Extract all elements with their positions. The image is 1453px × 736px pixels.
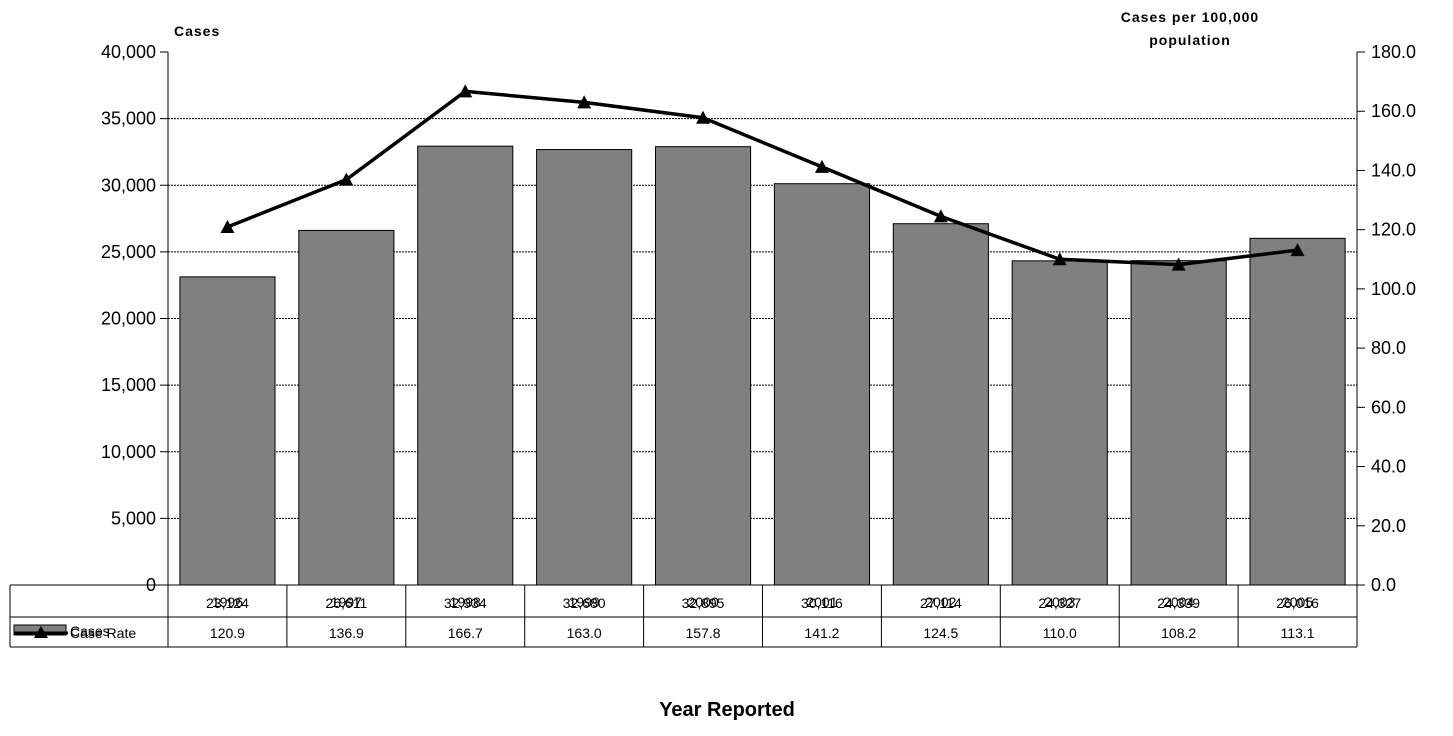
left-axis-title: Cases xyxy=(174,23,220,39)
x-axis-title: Year Reported xyxy=(659,699,795,721)
table-cell-cases: 30,116 xyxy=(801,595,843,611)
table-cell-case-rate: 120.9 xyxy=(210,625,245,641)
bar-cases-2004 xyxy=(1130,260,1227,586)
right-tick-label: 60.0 xyxy=(1371,397,1406,417)
right-tick-label: 20.0 xyxy=(1371,516,1406,536)
legend-label-cases: Cases xyxy=(70,623,110,639)
bar-cases-2003 xyxy=(1011,260,1108,586)
category-label: 1998 xyxy=(450,594,481,610)
case-rate-marker-2002 xyxy=(933,209,948,223)
right-tick-label: 0.0 xyxy=(1371,575,1396,595)
table-cell-case-rate: 141.2 xyxy=(804,625,839,641)
right-tick-label: 120.0 xyxy=(1371,220,1416,240)
table-cell-cases: 26,016 xyxy=(1276,595,1319,611)
table-cell-cases: 32,934 xyxy=(444,595,487,611)
table-cell-case-rate: 124.5 xyxy=(923,625,958,641)
table-cell-cases: 24,327 xyxy=(1038,595,1081,611)
bar-cases-1997 xyxy=(298,229,395,586)
case-rate-marker-1998 xyxy=(458,84,473,98)
right-tick-label: 140.0 xyxy=(1371,160,1416,180)
bar-cases-2005 xyxy=(1249,237,1346,586)
left-tick-label: 40,000 xyxy=(101,42,156,62)
right-axis-ticks: 0.0 20.0 40.0 60.0 80.0 100.0 120.0 140.0 160.0 1… xyxy=(1357,42,1416,595)
right-tick-label: 180.0 xyxy=(1371,42,1416,62)
category-label: 2002 xyxy=(925,594,956,610)
left-tick-label: 10,000 xyxy=(101,442,156,462)
legend-key-case-rate-marker xyxy=(34,626,48,638)
table-cell-case-rate: 157.8 xyxy=(686,625,721,641)
left-tick-label: 20,000 xyxy=(101,309,156,329)
right-tick-label: 40.0 xyxy=(1371,457,1406,477)
left-tick-label: 5,000 xyxy=(111,508,156,528)
table-cell-case-rate: 110.0 xyxy=(1043,625,1077,641)
left-axis-ticks: 05,00010,00015,00020,00025,00030,00035,0… xyxy=(101,42,168,595)
legend-label-case-rate: Case Rate xyxy=(70,625,136,641)
case-rate-marker-2005 xyxy=(1290,243,1305,257)
case-rate-marker-1997 xyxy=(339,172,354,186)
bar-cases-1998 xyxy=(417,145,514,586)
right-axis-title-line-1: Cases per 100,000 xyxy=(1121,9,1259,25)
bars xyxy=(179,145,1346,586)
bar-cases-1999 xyxy=(536,149,633,586)
case-rate-marker-2000 xyxy=(696,110,711,124)
table-cell-case-rate: 108.2 xyxy=(1161,625,1196,641)
table-cell-cases: 32,680 xyxy=(563,595,606,611)
table-cell-cases: 26,611 xyxy=(325,595,367,611)
category-label: 2000 xyxy=(687,594,718,610)
bar-cases-2002 xyxy=(892,223,989,586)
case-rate-marker-2004 xyxy=(1171,257,1186,271)
table-cell-case-rate: 163.0 xyxy=(567,625,602,641)
case-rate-line-layer xyxy=(220,84,1305,271)
table-cell-case-rate: 166.7 xyxy=(448,625,483,641)
right-tick-label: 160.0 xyxy=(1371,101,1416,121)
category-label: 2001 xyxy=(806,594,837,610)
category-label: 2004 xyxy=(1163,594,1194,610)
category-label: 1999 xyxy=(569,594,600,610)
right-tick-label: 100.0 xyxy=(1371,279,1416,299)
table-cell-case-rate: 136.9 xyxy=(329,625,364,641)
case-rate-line xyxy=(226,89,1298,267)
table-cell-case-rate: 113.1 xyxy=(1281,625,1315,641)
bar-cases-2001 xyxy=(773,183,871,586)
case-rate-marker-2003 xyxy=(1052,252,1067,266)
data-table: 1996 1997 1998 1999 2000 2001 2002 2003 2004 2005… xyxy=(9,584,1358,648)
category-label: 2003 xyxy=(1044,594,1075,610)
table-cell-cases: 24,339 xyxy=(1157,595,1200,611)
category-label: 1997 xyxy=(331,594,362,610)
bar-cases-1996 xyxy=(179,276,276,586)
left-tick-label: 35,000 xyxy=(101,109,156,129)
left-tick-label: 15,000 xyxy=(101,375,156,395)
case-rate-marker-1999 xyxy=(577,95,592,109)
left-tick-label: 30,000 xyxy=(101,175,156,195)
case-rate-marker-2001 xyxy=(814,159,829,173)
right-tick-label: 80.0 xyxy=(1371,338,1406,358)
right-axis-title-line-2: population xyxy=(1149,32,1231,48)
case-rate-marker-1996 xyxy=(220,220,235,234)
table-cell-cases: 32,895 xyxy=(682,595,725,611)
table-cell-cases: 27,114 xyxy=(920,595,962,611)
category-label: 2005 xyxy=(1282,594,1313,610)
category-label: 1996 xyxy=(212,594,243,610)
left-tick-label: 25,000 xyxy=(101,242,156,262)
bar-cases-2000 xyxy=(654,146,752,586)
table-cell-cases: 23,124 xyxy=(206,595,249,611)
